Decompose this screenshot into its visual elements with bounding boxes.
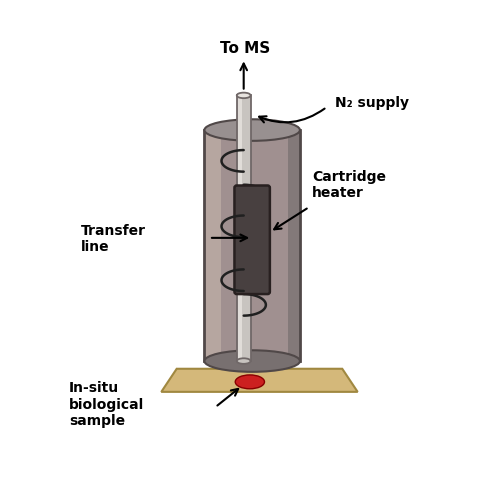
Bar	[204, 131, 300, 361]
Ellipse shape	[237, 359, 251, 364]
Ellipse shape	[204, 120, 300, 142]
Text: N₂ supply: N₂ supply	[335, 95, 408, 109]
Bar	[204, 131, 221, 361]
Text: Cartridge
heater: Cartridge heater	[312, 170, 386, 200]
Text: To MS: To MS	[220, 41, 270, 56]
Ellipse shape	[235, 375, 264, 389]
Ellipse shape	[237, 93, 251, 99]
Text: Transfer
line: Transfer line	[81, 224, 145, 253]
Bar	[237, 96, 251, 361]
Bar	[238, 96, 242, 361]
Polygon shape	[161, 369, 358, 392]
Text: In-situ
biological
sample: In-situ biological sample	[69, 381, 144, 427]
FancyBboxPatch shape	[234, 186, 270, 294]
Ellipse shape	[204, 350, 300, 372]
Bar	[288, 131, 300, 361]
